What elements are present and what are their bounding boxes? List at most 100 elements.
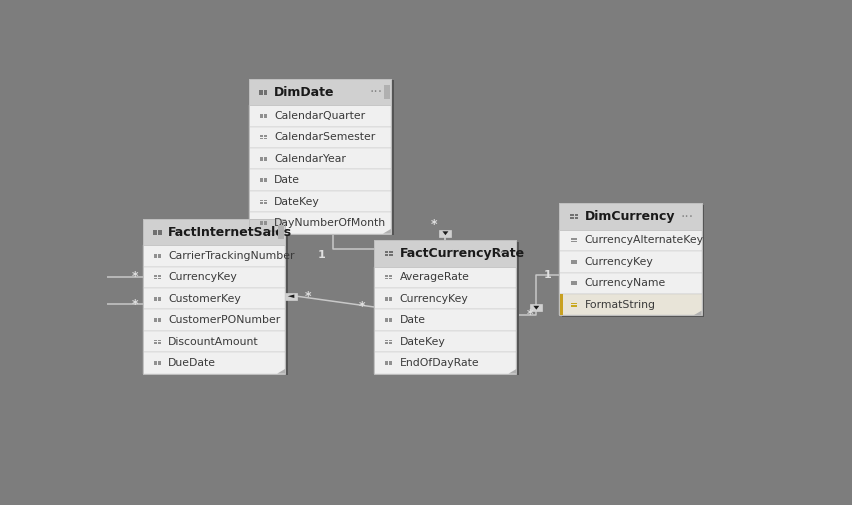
Bar — [158, 254, 161, 256]
Bar — [389, 275, 392, 277]
Text: DimDate: DimDate — [273, 85, 334, 98]
Bar — [146, 220, 287, 375]
Bar — [559, 230, 700, 251]
Bar — [154, 342, 157, 343]
Bar — [374, 267, 516, 288]
Text: *: * — [132, 270, 138, 283]
Bar — [385, 278, 388, 279]
Bar — [263, 180, 267, 182]
Bar — [389, 254, 393, 256]
Bar — [569, 217, 573, 219]
Bar — [285, 293, 296, 300]
Bar — [260, 116, 262, 118]
Bar — [158, 230, 162, 232]
Bar — [570, 302, 573, 305]
Bar — [573, 262, 577, 264]
Bar — [154, 297, 157, 298]
Text: CurrencyAlternateKey: CurrencyAlternateKey — [584, 235, 703, 245]
Bar — [158, 299, 161, 301]
Bar — [374, 310, 516, 331]
Bar — [263, 178, 267, 180]
Bar — [569, 214, 573, 216]
Polygon shape — [277, 369, 285, 374]
Bar — [154, 363, 157, 365]
Text: CarrierTrackingNumber: CarrierTrackingNumber — [168, 251, 294, 261]
Bar — [158, 363, 161, 365]
Bar — [263, 199, 267, 201]
Text: *: * — [429, 218, 436, 231]
Text: *: * — [359, 300, 366, 314]
Text: AverageRate: AverageRate — [399, 272, 469, 282]
Bar — [251, 80, 393, 235]
Bar — [259, 90, 262, 92]
Bar — [143, 267, 285, 288]
Text: CalendarQuarter: CalendarQuarter — [273, 111, 365, 121]
Bar — [249, 79, 390, 234]
Text: FactInternetSales: FactInternetSales — [168, 226, 292, 238]
Bar — [158, 232, 162, 234]
Bar — [259, 92, 262, 94]
Bar — [570, 262, 573, 264]
Text: EndOfDayRate: EndOfDayRate — [399, 358, 479, 368]
Text: DateKey: DateKey — [273, 196, 320, 207]
Bar — [260, 223, 262, 225]
Text: DimCurrency: DimCurrency — [584, 210, 674, 223]
Polygon shape — [532, 306, 538, 310]
Bar — [158, 318, 161, 320]
Bar — [389, 342, 392, 343]
Bar — [389, 320, 392, 322]
Bar — [263, 135, 267, 137]
Bar — [573, 281, 577, 283]
Bar — [559, 204, 700, 315]
Bar — [385, 342, 388, 343]
Bar — [143, 219, 285, 245]
Text: CurrencyKey: CurrencyKey — [399, 294, 468, 304]
Bar — [158, 278, 161, 279]
Bar — [263, 116, 267, 118]
Bar — [153, 230, 157, 232]
Bar — [385, 299, 388, 301]
Polygon shape — [508, 369, 516, 374]
Bar — [574, 217, 578, 219]
Text: ···: ··· — [370, 85, 383, 99]
Bar — [263, 157, 267, 159]
Polygon shape — [693, 311, 700, 315]
Bar — [389, 278, 392, 279]
Text: ···: ··· — [680, 210, 693, 224]
Bar — [374, 240, 516, 267]
Text: 1: 1 — [317, 250, 325, 260]
Bar — [389, 363, 392, 365]
Bar — [559, 204, 700, 230]
Bar — [249, 106, 390, 127]
Bar — [530, 304, 542, 311]
Bar — [154, 278, 157, 279]
Bar — [260, 178, 262, 180]
Bar — [260, 199, 262, 201]
Bar — [154, 256, 157, 258]
Bar — [385, 361, 388, 363]
Bar — [260, 157, 262, 159]
Bar — [263, 202, 267, 204]
Text: *: * — [305, 290, 311, 302]
Text: DayNumberOfMonth: DayNumberOfMonth — [273, 218, 386, 228]
Bar — [374, 352, 516, 374]
Bar — [158, 339, 161, 341]
Text: ···: ··· — [495, 246, 508, 261]
Bar — [154, 299, 157, 301]
Text: Date: Date — [399, 315, 425, 325]
Bar — [570, 238, 573, 240]
Bar — [573, 302, 577, 305]
Bar — [389, 251, 393, 253]
Bar — [249, 127, 390, 148]
Bar — [559, 273, 700, 294]
Bar — [389, 297, 392, 298]
Bar — [263, 221, 267, 223]
Bar — [249, 79, 390, 106]
Bar — [385, 363, 388, 365]
Bar — [377, 242, 519, 375]
Bar — [249, 170, 390, 191]
Bar — [389, 339, 392, 341]
Bar — [260, 221, 262, 223]
Bar — [559, 294, 562, 315]
Bar — [385, 275, 388, 277]
